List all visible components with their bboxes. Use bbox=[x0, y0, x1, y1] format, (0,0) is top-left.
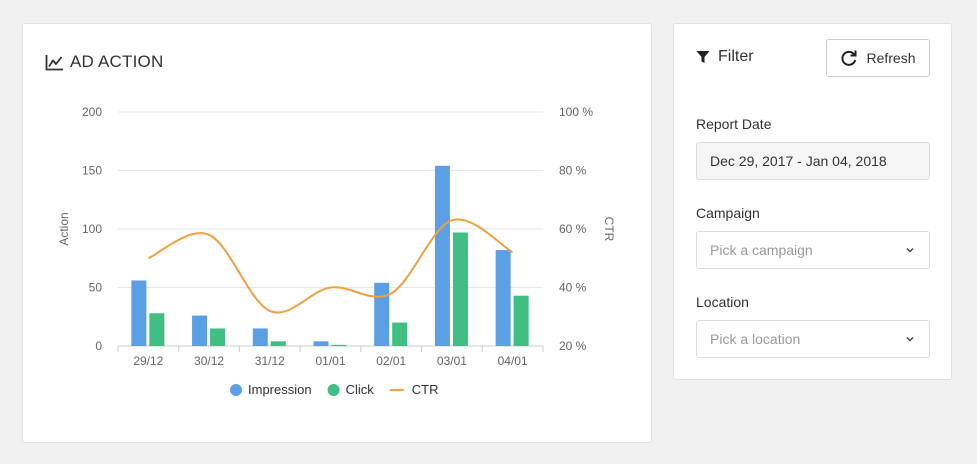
chevron-down-icon bbox=[906, 336, 914, 342]
location-placeholder: Pick a location bbox=[710, 331, 801, 347]
bar-click bbox=[513, 295, 529, 346]
bar-click bbox=[210, 328, 226, 346]
filter-icon bbox=[696, 51, 710, 63]
campaign-placeholder: Pick a campaign bbox=[710, 242, 813, 258]
campaign-label: Campaign bbox=[696, 205, 760, 221]
x-tick-label: 02/01 bbox=[376, 354, 406, 368]
x-tick-label: 03/01 bbox=[437, 354, 467, 368]
bar-click bbox=[392, 322, 408, 346]
ctr-line bbox=[147, 218, 514, 314]
x-tick-label: 01/01 bbox=[315, 354, 345, 368]
location-label: Location bbox=[696, 294, 749, 310]
y-right-tick-label: 80 % bbox=[559, 164, 587, 178]
chevron-down-icon bbox=[906, 247, 914, 253]
bar-impression bbox=[192, 315, 208, 346]
location-select[interactable]: Pick a location bbox=[696, 320, 930, 358]
y-right-axis-title: CTR bbox=[602, 217, 616, 242]
y-axis-title: Action bbox=[57, 212, 71, 245]
y-tick-label: 150 bbox=[82, 164, 102, 178]
bar-click bbox=[452, 232, 468, 346]
y-right-tick-label: 100 % bbox=[559, 105, 593, 119]
y-tick-label: 200 bbox=[82, 105, 102, 119]
bar-impression bbox=[434, 165, 450, 346]
refresh-icon bbox=[841, 50, 857, 66]
filter-title: Filter bbox=[718, 48, 754, 65]
bar-click bbox=[149, 313, 165, 346]
filter-panel: Filter Refresh Report Date Dec 29, 2017 … bbox=[673, 23, 952, 380]
x-tick-label: 29/12 bbox=[133, 354, 163, 368]
y-right-tick-label: 60 % bbox=[559, 222, 587, 236]
bar-impression bbox=[131, 280, 147, 346]
legend-label: Click bbox=[346, 382, 375, 397]
bar-impression bbox=[252, 328, 268, 346]
legend-label: Impression bbox=[248, 382, 312, 397]
y-tick-label: 50 bbox=[89, 281, 103, 295]
x-tick-label: 31/12 bbox=[255, 354, 285, 368]
report-date-field[interactable]: Dec 29, 2017 - Jan 04, 2018 bbox=[696, 142, 930, 180]
legend-marker-impression bbox=[230, 384, 242, 396]
y-tick-label: 100 bbox=[82, 222, 102, 236]
chart-title: AD ACTION bbox=[70, 52, 164, 71]
y-right-tick-label: 40 % bbox=[559, 281, 587, 295]
x-tick-label: 04/01 bbox=[498, 354, 528, 368]
y-right-tick-label: 20 % bbox=[559, 339, 587, 353]
report-date-value: Dec 29, 2017 - Jan 04, 2018 bbox=[710, 153, 887, 169]
x-tick-label: 30/12 bbox=[194, 354, 224, 368]
y-tick-label: 0 bbox=[95, 339, 102, 353]
bar-click bbox=[270, 341, 286, 346]
legend-label: CTR bbox=[412, 382, 439, 397]
line-chart-icon bbox=[45, 54, 63, 70]
filter-header: Filter bbox=[696, 48, 754, 66]
refresh-label: Refresh bbox=[866, 50, 916, 66]
ad-action-card: AD ACTION 0 20 % 50 40 % 100 60 % 150 80 % 200 10… bbox=[22, 23, 652, 443]
report-date-label: Report Date bbox=[696, 116, 772, 132]
bar-impression bbox=[313, 341, 329, 346]
bar-impression bbox=[495, 250, 511, 346]
bar-click bbox=[331, 344, 347, 346]
campaign-select[interactable]: Pick a campaign bbox=[696, 231, 930, 269]
ad-action-chart: 0 20 % 50 40 % 100 60 % 150 80 % 200 100 % Action C… bbox=[57, 105, 616, 397]
legend-marker-click bbox=[327, 384, 340, 396]
bar-impression bbox=[374, 282, 390, 346]
refresh-button[interactable]: Refresh bbox=[826, 39, 930, 77]
chart-header: AD ACTION bbox=[45, 52, 163, 72]
